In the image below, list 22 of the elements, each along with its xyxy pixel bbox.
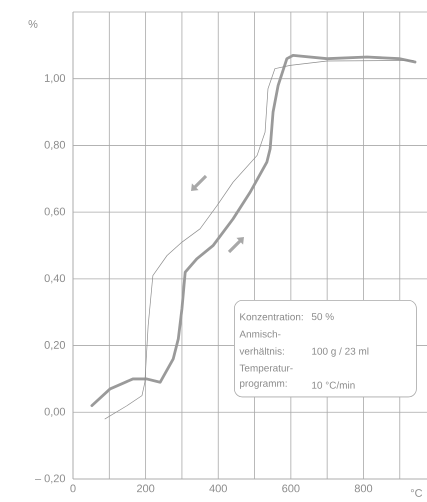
x-tick-label: 600 (282, 484, 300, 492)
y-tick-label: – 0,20 (35, 474, 66, 484)
y-tick-label: 0,40 (44, 274, 66, 284)
y-tick-label: 0,60 (44, 208, 66, 217)
y-axis-title: % (28, 20, 38, 28)
x-tick-label: 0 (70, 484, 76, 492)
annotation: 100 g / 23 ml (312, 347, 368, 357)
x-tick-label: 400 (209, 484, 227, 492)
y-tick-label: 0,00 (44, 408, 66, 417)
annotation: 50 % (312, 313, 334, 320)
annotation: verhältnis: (239, 347, 284, 355)
annotation: Temperatur- (240, 364, 293, 374)
x-tick-label: 200 (137, 484, 154, 492)
x-tick-label: 800 (354, 484, 372, 492)
annotation: Konzentration: (240, 313, 303, 320)
y-tick-label: 0,20 (44, 341, 66, 350)
annotation: 10 °C/min (312, 381, 355, 389)
y-tick-label: 0,80 (44, 140, 66, 150)
y-tick-label: 1,00 (44, 74, 66, 84)
x-axis-title: °C (410, 489, 422, 497)
annotation: Anmisch- (239, 330, 280, 338)
annotation: programm: (240, 381, 287, 389)
